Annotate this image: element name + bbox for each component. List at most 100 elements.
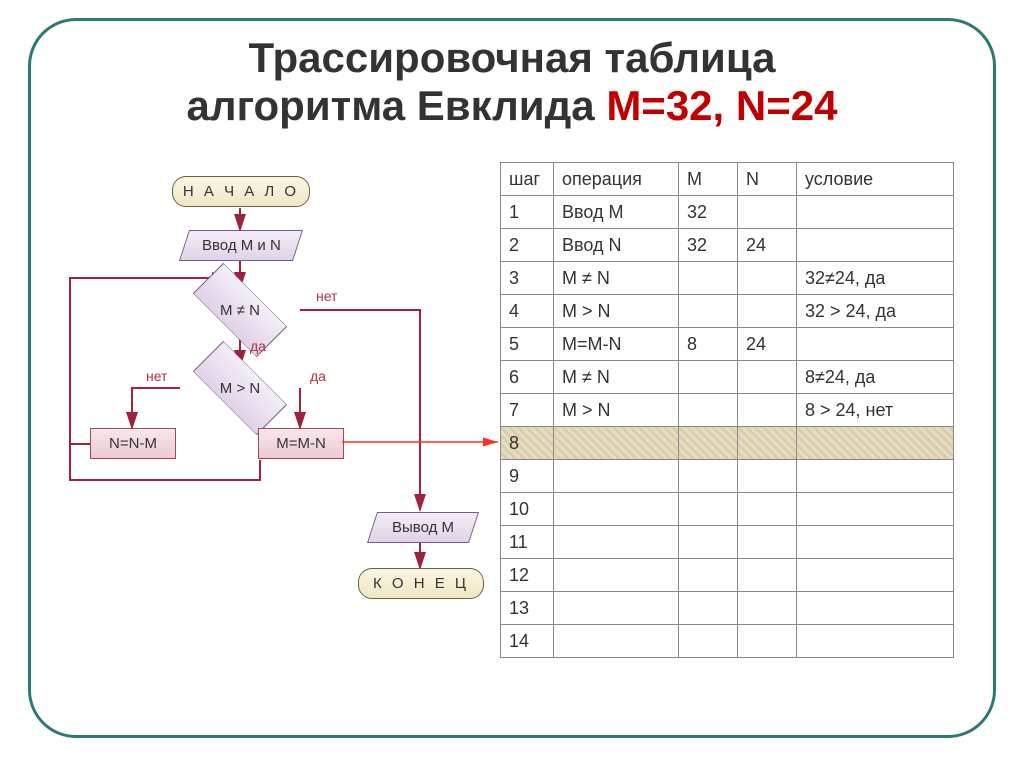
cell-m <box>679 559 738 592</box>
cell-step: 4 <box>501 295 554 328</box>
cell-n <box>738 493 797 526</box>
cell-op: M ≠ N <box>554 262 679 295</box>
cell-n <box>738 196 797 229</box>
cell-n <box>738 427 797 460</box>
cell-op <box>554 625 679 658</box>
cell-n <box>738 460 797 493</box>
cell-op <box>554 460 679 493</box>
flow-output: Вывод M <box>367 512 479 543</box>
title-line2b: M=32, N=24 <box>606 82 837 129</box>
flow-input: Ввод M и N <box>179 230 303 261</box>
cell-cond <box>797 328 954 361</box>
cell-cond <box>797 559 954 592</box>
cell-cond: 8 > 24, нет <box>797 394 954 427</box>
cell-m: 8 <box>679 328 738 361</box>
label-yes-1: да <box>250 338 266 354</box>
cell-op: M ≠ N <box>554 361 679 394</box>
cell-n <box>738 526 797 559</box>
cell-n: 24 <box>738 328 797 361</box>
cell-m <box>679 427 738 460</box>
cell-m <box>679 493 738 526</box>
cell-op <box>554 592 679 625</box>
cell-cond <box>797 625 954 658</box>
table-row: 10 <box>501 493 954 526</box>
cell-cond: 32 > 24, да <box>797 295 954 328</box>
cell-step: 10 <box>501 493 554 526</box>
flow-proc-right: M=M-N <box>258 428 344 459</box>
cell-step: 5 <box>501 328 554 361</box>
cell-op: Ввод M <box>554 196 679 229</box>
cell-cond <box>797 427 954 460</box>
flow-cond2: M > N <box>180 366 300 410</box>
cell-cond: 8≠24, да <box>797 361 954 394</box>
cell-m: 32 <box>679 229 738 262</box>
table-row: 14 <box>501 625 954 658</box>
cell-op: M > N <box>554 394 679 427</box>
cell-step: 8 <box>501 427 554 460</box>
cell-step: 9 <box>501 460 554 493</box>
table-row: 7M > N 8 > 24, нет <box>501 394 954 427</box>
label-yes-2: да <box>310 368 326 384</box>
title-line1: Трассировочная таблица <box>248 34 775 81</box>
table-header-row: шаг операция M N условие <box>501 163 954 196</box>
cell-step: 7 <box>501 394 554 427</box>
cell-m <box>679 394 738 427</box>
cell-n <box>738 394 797 427</box>
th-n: N <box>738 163 797 196</box>
cell-step: 11 <box>501 526 554 559</box>
cell-n <box>738 625 797 658</box>
cell-n <box>738 559 797 592</box>
table-row: 8 <box>501 427 954 460</box>
cell-cond <box>797 229 954 262</box>
cell-op: M=M-N <box>554 328 679 361</box>
cell-m <box>679 262 738 295</box>
cell-step: 6 <box>501 361 554 394</box>
cell-cond <box>797 493 954 526</box>
cell-step: 13 <box>501 592 554 625</box>
label-no-1: нет <box>316 288 337 304</box>
table-row: 11 <box>501 526 954 559</box>
table-row: 12 <box>501 559 954 592</box>
flow-start: Н А Ч А Л О <box>172 176 310 207</box>
table-row: 9 <box>501 460 954 493</box>
cell-n <box>738 361 797 394</box>
cell-cond <box>797 460 954 493</box>
cell-n <box>738 262 797 295</box>
cell-step: 3 <box>501 262 554 295</box>
cell-m <box>679 526 738 559</box>
cell-n: 24 <box>738 229 797 262</box>
cell-op: Ввод N <box>554 229 679 262</box>
cell-step: 14 <box>501 625 554 658</box>
cell-m <box>679 460 738 493</box>
table-row: 1Ввод M32 <box>501 196 954 229</box>
cell-m <box>679 361 738 394</box>
cell-op <box>554 493 679 526</box>
flow-end: К О Н Е Ц <box>358 568 484 599</box>
slide-title: Трассировочная таблица алгоритма Евклида… <box>0 34 1024 131</box>
th-op: операция <box>554 163 679 196</box>
cell-m <box>679 625 738 658</box>
cell-cond: 32≠24, да <box>797 262 954 295</box>
label-no-2: нет <box>146 368 167 384</box>
cell-step: 12 <box>501 559 554 592</box>
cell-n <box>738 295 797 328</box>
cell-m: 32 <box>679 196 738 229</box>
cell-op: M > N <box>554 295 679 328</box>
cell-cond <box>797 526 954 559</box>
flow-proc-left: N=N-M <box>90 428 176 459</box>
cell-op <box>554 559 679 592</box>
table-row: 2Ввод N3224 <box>501 229 954 262</box>
cell-m <box>679 592 738 625</box>
table-row: 3M ≠ N 32≠24, да <box>501 262 954 295</box>
flow-cond1: M ≠ N <box>180 288 300 332</box>
cell-n <box>738 592 797 625</box>
cell-step: 1 <box>501 196 554 229</box>
cell-step: 2 <box>501 229 554 262</box>
table-row: 5M=M-N824 <box>501 328 954 361</box>
cell-m <box>679 295 738 328</box>
trace-table: шаг операция M N условие 1Ввод M322Ввод … <box>500 162 954 658</box>
th-cond: условие <box>797 163 954 196</box>
cell-cond <box>797 196 954 229</box>
th-step: шаг <box>501 163 554 196</box>
table-row: 4M > N 32 > 24, да <box>501 295 954 328</box>
